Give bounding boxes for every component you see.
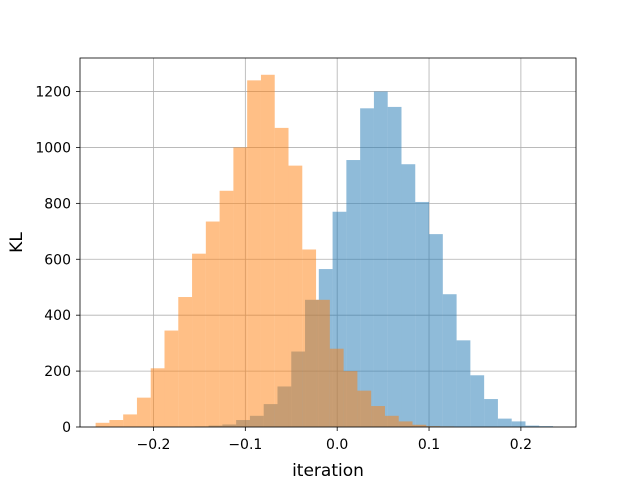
x-axis-ticks: −0.2 −0.1 0.0 0.1 0.2 <box>136 427 532 453</box>
histogram-bar-series-2 <box>371 406 385 427</box>
histogram-bar-series-1 <box>511 421 526 427</box>
histogram-bar-series-1 <box>442 294 457 427</box>
y-tick-label: 200 <box>44 364 71 380</box>
histogram-bar-series-1 <box>373 91 388 427</box>
histogram-bar-series-1 <box>456 340 471 427</box>
histogram-bar-series-1 <box>401 164 416 427</box>
histogram-bar-series-2 <box>384 415 399 427</box>
x-tick-label: −0.2 <box>136 437 170 453</box>
y-tick-label: 1200 <box>35 85 71 101</box>
plot-frame <box>79 57 577 428</box>
histogram-bar-series-2 <box>164 330 179 427</box>
histogram-bar-series-2 <box>426 426 441 427</box>
histogram-bar-series-2 <box>123 414 137 427</box>
y-tick-label: 600 <box>44 252 71 268</box>
x-axis-label: iteration <box>292 461 364 480</box>
histogram-bar-series-1 <box>415 201 430 427</box>
histogram-bar-series-2 <box>260 74 275 427</box>
histogram-bar-series-2 <box>205 221 220 427</box>
histogram-bar-series-1 <box>525 425 540 427</box>
histogram-bar-series-2 <box>109 420 124 427</box>
histogram-bar-series-2 <box>316 299 330 427</box>
y-tick-label: 1000 <box>35 140 71 156</box>
x-tick-label: 0.2 <box>510 437 532 453</box>
histogram-bar-series-2 <box>274 127 289 428</box>
histogram-bars <box>95 74 554 428</box>
histogram-bar-series-1 <box>484 399 498 427</box>
histogram-bar-series-1 <box>539 426 554 427</box>
histogram-bar-series-2 <box>136 397 151 427</box>
histogram-bar-series-1 <box>346 160 361 427</box>
y-tick-label: 0 <box>62 420 71 436</box>
histogram-bar-series-2 <box>302 249 317 427</box>
histogram-bar-series-2 <box>150 368 165 427</box>
y-axis-label: KL <box>7 232 27 253</box>
histogram-bar-series-1 <box>497 418 512 427</box>
histogram-bar-series-2 <box>178 297 193 427</box>
histogram-bar-series-2 <box>192 253 206 427</box>
x-tick-label: 0.1 <box>418 437 440 453</box>
y-tick-label: 800 <box>44 196 71 212</box>
histogram-bar-series-2 <box>233 147 248 428</box>
histogram-bar-series-2 <box>288 165 303 427</box>
histogram-bar-series-2 <box>398 421 413 427</box>
histogram-bar-series-2 <box>357 390 372 427</box>
histogram-bar-series-1 <box>387 106 402 427</box>
histogram-bar-series-1 <box>470 375 485 427</box>
histogram-bar-series-2 <box>412 424 427 427</box>
histogram-bar-series-2 <box>343 371 358 427</box>
y-tick-label: 400 <box>44 308 71 324</box>
histogram-bar-series-1 <box>429 234 443 427</box>
x-tick-label: 0.0 <box>326 437 348 453</box>
x-tick-label: −0.1 <box>228 437 262 453</box>
histogram-bar-series-2 <box>247 80 261 427</box>
histogram-bar-series-2 <box>219 190 234 427</box>
histogram-bar-series-2 <box>95 422 110 427</box>
histogram-bar-series-1 <box>360 108 374 428</box>
y-axis-ticks: 0 200 400 600 800 1000 1200 <box>35 85 80 436</box>
histogram-bar-series-2 <box>329 348 344 427</box>
